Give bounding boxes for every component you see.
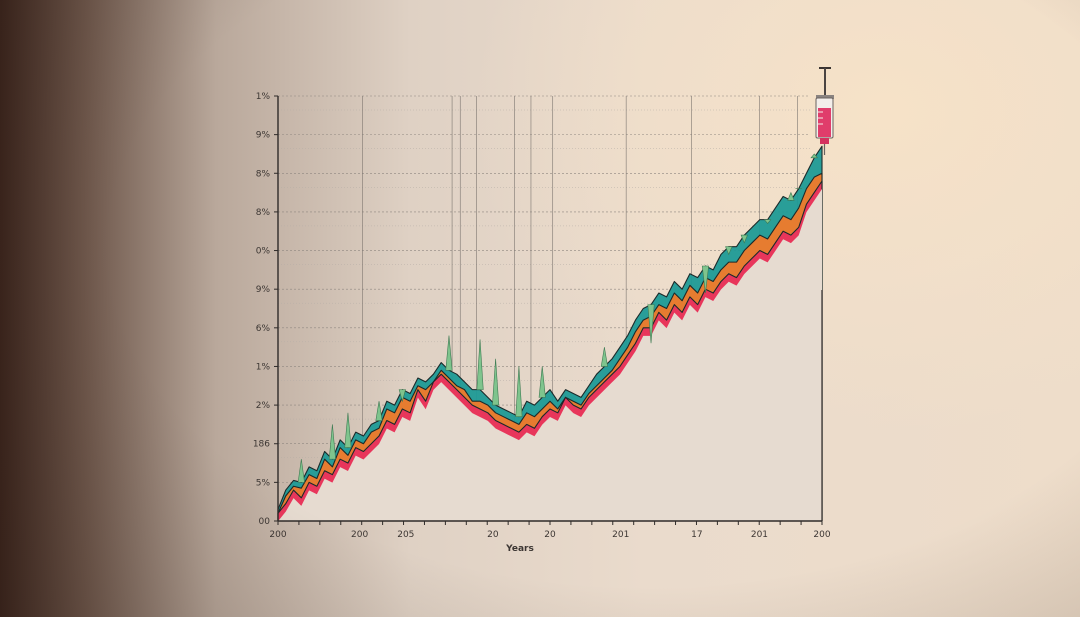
x-tick-label: 205 bbox=[397, 530, 414, 540]
spike-marker bbox=[787, 191, 795, 201]
y-tick-label: 0% bbox=[256, 247, 271, 257]
x-tick-label: 200 bbox=[351, 530, 368, 540]
x-tick-label: 200 bbox=[269, 530, 286, 540]
spike-marker bbox=[398, 389, 406, 403]
spike-marker bbox=[297, 459, 305, 483]
spike-marker bbox=[492, 358, 500, 406]
spike-marker bbox=[445, 335, 453, 371]
y-tick-labels: 00 5% 186 2% 1% 6% 9% 0% 8% 8% 9% 1% bbox=[253, 92, 271, 527]
x-tick-label: 20 bbox=[487, 530, 499, 540]
axes bbox=[274, 95, 823, 525]
y-tick-label: 186 bbox=[253, 440, 270, 450]
y-tick-label: 8% bbox=[256, 208, 271, 218]
x-tick-label: 200 bbox=[813, 530, 830, 540]
spike-marker bbox=[600, 347, 608, 367]
y-tick-label: 1% bbox=[256, 362, 271, 372]
x-tick-labels: 200 200 205 20 20 201 17 201 200 bbox=[269, 530, 830, 540]
spike-marker bbox=[725, 246, 733, 256]
spike-marker bbox=[740, 234, 748, 244]
spike-marker bbox=[476, 339, 484, 390]
x-axis-title: Years bbox=[505, 544, 534, 554]
spike-marker bbox=[538, 366, 546, 398]
spike-marker bbox=[375, 401, 383, 421]
y-tick-label: 8% bbox=[256, 169, 271, 179]
y-tick-label: 9% bbox=[256, 285, 271, 295]
spike-marker bbox=[328, 424, 336, 460]
syringe-icon bbox=[815, 67, 834, 155]
y-tick-label: 00 bbox=[259, 517, 271, 527]
x-tick-label: 201 bbox=[612, 530, 629, 540]
series-layer bbox=[277, 145, 823, 522]
x-tick-label: 201 bbox=[751, 530, 768, 540]
y-tick-label: 1% bbox=[256, 92, 271, 102]
spike-marker bbox=[647, 304, 655, 344]
x-tick-label: 17 bbox=[691, 530, 702, 540]
y-tick-label: 6% bbox=[256, 324, 271, 334]
x-tick-label: 20 bbox=[544, 530, 556, 540]
y-tick-label: 9% bbox=[256, 131, 271, 141]
spike-marker bbox=[701, 265, 709, 294]
spike-marker bbox=[344, 412, 352, 448]
y-tick-label: 2% bbox=[256, 401, 271, 411]
spike-marker bbox=[763, 219, 772, 224]
area-underfill bbox=[278, 189, 822, 522]
y-tick-label: 5% bbox=[256, 478, 271, 488]
spike-marker bbox=[515, 366, 523, 417]
spike-marker bbox=[810, 153, 819, 159]
